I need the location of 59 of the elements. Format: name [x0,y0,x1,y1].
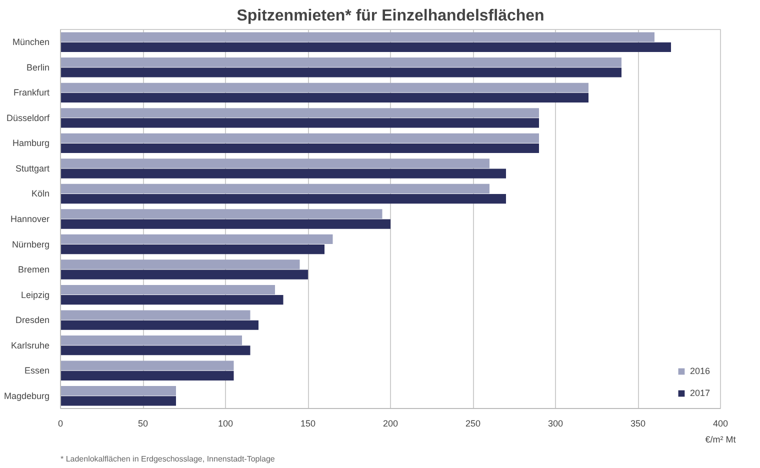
bar [60,42,671,52]
bar [60,32,654,42]
bar [60,360,234,370]
bar [60,234,333,244]
bar [60,209,382,219]
bar [60,396,176,406]
bar [60,82,588,92]
y-tick-label: Bremen [18,264,50,275]
legend-label: 2017 [690,388,710,398]
y-tick-label: Dresden [15,315,50,326]
bar [60,143,539,154]
x-tick-label: 150 [300,418,316,428]
y-tick-label: Berlin [26,62,50,72]
bar [60,118,539,128]
bar [60,284,275,295]
y-tick-label: Magdeburg [4,390,50,401]
bar [60,158,490,168]
bar [60,320,258,330]
y-tick-label: Stuttgart [15,163,50,174]
x-tick-label: 100 [218,418,234,428]
bar [60,370,234,380]
bar [60,346,250,356]
bar [60,68,622,78]
bar [60,92,588,103]
bar [60,244,324,254]
y-tick-label: Nürnberg [12,239,50,250]
x-tick-label: 250 [465,418,481,428]
x-tick-label: 0 [58,418,64,428]
x-axis-title: €/m² Mt [705,434,736,444]
x-tick-label: 400 [712,418,728,428]
bar [60,270,308,280]
bar [60,260,300,270]
y-tick-label: Köln [31,188,50,199]
bar [60,133,539,143]
bar [60,386,176,396]
legend-label: 2016 [690,366,710,376]
y-tick-label: Hannover [10,214,50,224]
bar [60,58,622,68]
bar [60,335,242,346]
y-tick-label: Karlsruhe [10,340,50,350]
y-tick-label: Frankfurt [13,88,50,98]
bar [60,168,506,178]
y-tick-label: Hamburg [12,138,50,148]
x-tick-label: 300 [548,418,564,428]
chart-title: Spitzenmieten* für Einzelhandelsflächen [236,8,544,24]
y-tick-label: Leipzig [20,290,50,300]
bar [60,219,390,229]
y-tick-label: Düsseldorf [6,112,50,123]
x-tick-label: 350 [630,418,646,428]
bar [60,184,490,194]
text: * Ladenlokalflächen in Erdgeschosslage, Innenstadt-Toplage [60,454,276,464]
y-tick-label: Essen [24,366,50,376]
bar [60,194,506,204]
x-tick-label: 50 [138,418,148,428]
bar [60,310,250,320]
bar [60,108,539,118]
x-tick-label: 200 [382,418,398,428]
y-tick-label: München [12,37,50,48]
bar [60,295,284,305]
